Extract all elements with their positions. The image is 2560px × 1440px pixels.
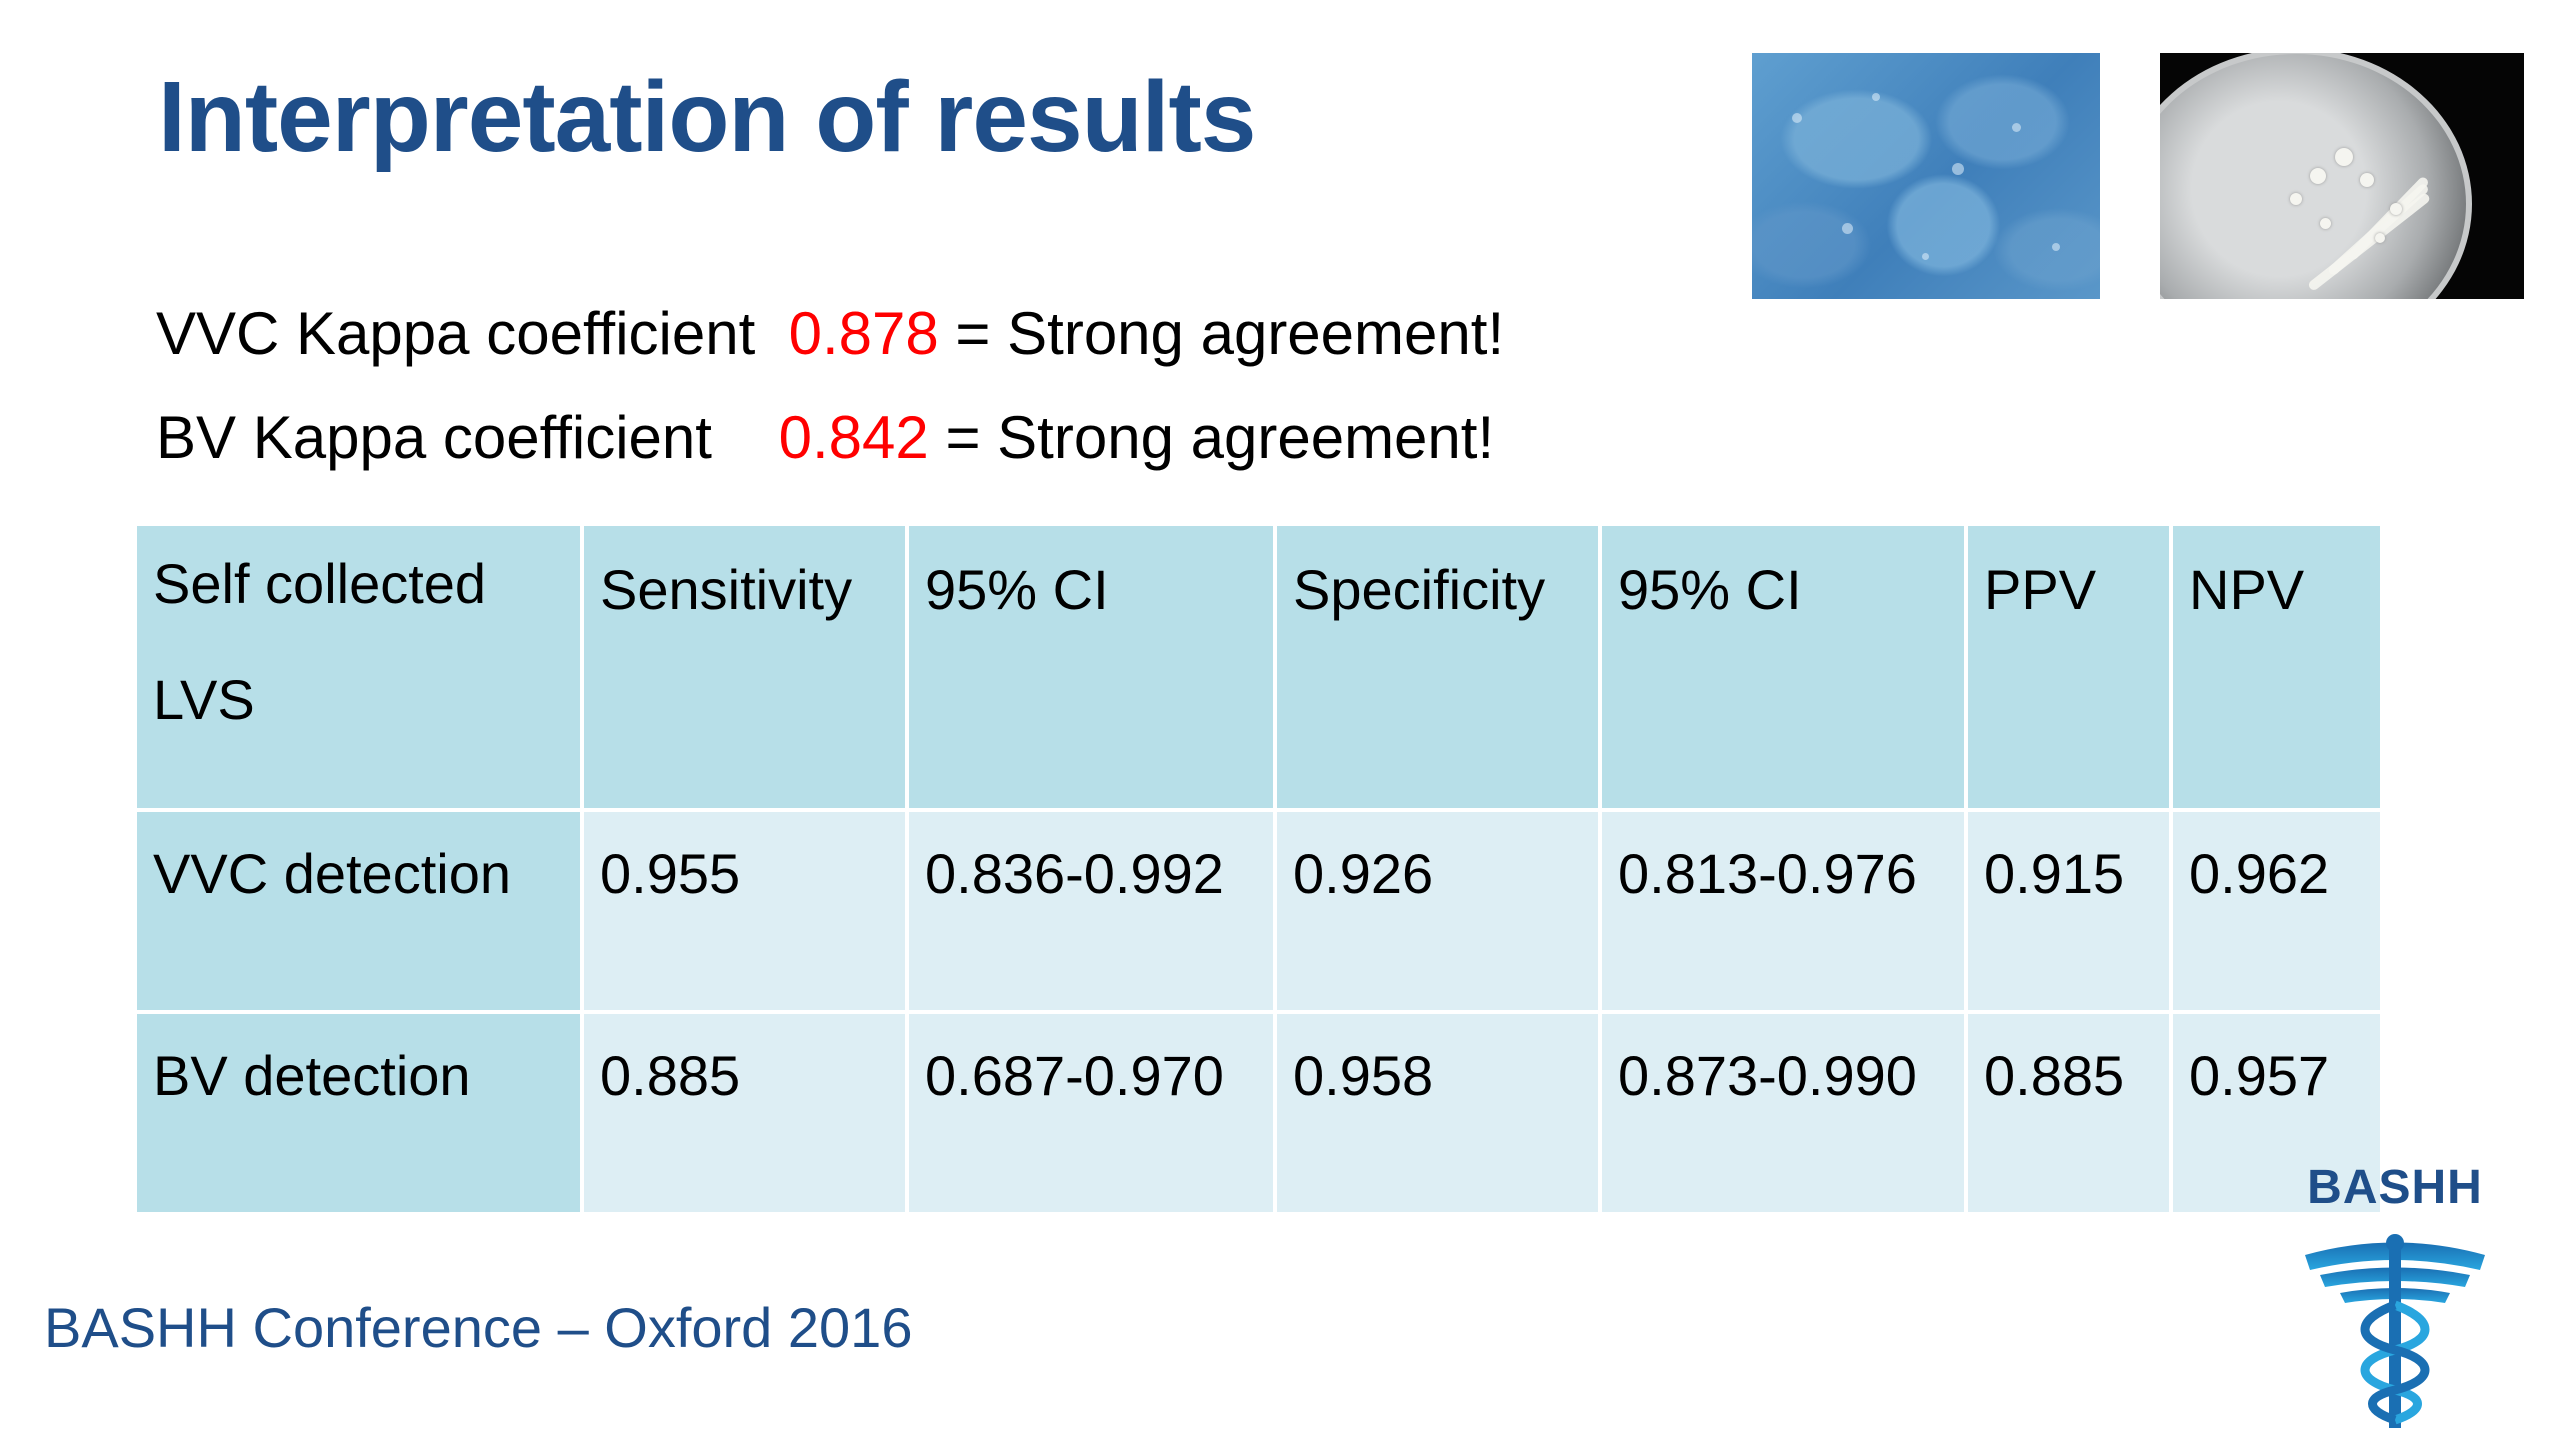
header-sensitivity: Sensitivity [580, 522, 909, 812]
vvc-kappa-value: 0.878 [788, 300, 939, 367]
footer-conference: BASHH Conference – Oxford 2016 [44, 1296, 913, 1359]
cell-specificity-ci: 0.873-0.990 [1598, 1010, 1968, 1216]
vvc-kappa-interpretation: = Strong agreement! [938, 300, 1505, 367]
header-line-2: LVS [153, 668, 255, 731]
header-ppv: PPV [1964, 522, 2173, 812]
bv-kappa-line: BV Kappa coefficient 0.842 = Strong agre… [156, 402, 1494, 474]
logo-text: BASHH [2307, 1161, 2483, 1214]
header-specificity: Specificity [1273, 522, 1602, 812]
header-npv: NPV [2169, 522, 2384, 812]
vvc-kappa-label: VVC Kappa coefficient [156, 300, 789, 367]
header-self-collected-lvs: Self collected LVS [133, 522, 584, 812]
caduceus-icon [2305, 1234, 2485, 1428]
bv-kappa-interpretation: = Strong agreement! [928, 404, 1495, 471]
results-table: Self collected LVS Sensitivity 95% CI Spe… [133, 522, 2384, 1216]
bv-kappa-value: 0.842 [778, 404, 929, 471]
bv-kappa-label: BV Kappa coefficient [156, 404, 779, 471]
header-sensitivity-ci: 95% CI [905, 522, 1277, 812]
culture-plate-photo [2160, 53, 2524, 299]
cell-sensitivity-ci: 0.836-0.992 [905, 808, 1277, 1014]
row-label: BV detection [133, 1010, 584, 1216]
cell-specificity: 0.926 [1273, 808, 1602, 1014]
cell-npv: 0.962 [2169, 808, 2384, 1014]
table-header-row: Self collected LVS Sensitivity 95% CI Spe… [133, 522, 2384, 812]
cell-specificity: 0.958 [1273, 1010, 1602, 1216]
cell-ppv: 0.885 [1964, 1010, 2173, 1216]
cell-ppv: 0.915 [1964, 808, 2173, 1014]
vvc-kappa-line: VVC Kappa coefficient 0.878 = Strong agr… [156, 298, 1504, 370]
cell-specificity-ci: 0.813-0.976 [1598, 808, 1968, 1014]
table-row: BV detection 0.885 0.687-0.970 0.958 0.8… [133, 1010, 2384, 1216]
row-label: VVC detection [133, 808, 584, 1014]
table-row: VVC detection 0.955 0.836-0.992 0.926 0.… [133, 808, 2384, 1014]
microscopy-cells-photo [1752, 53, 2100, 299]
slide-title: Interpretation of results [158, 61, 1256, 173]
cell-npv: 0.957 [2169, 1010, 2384, 1216]
cell-sensitivity-ci: 0.687-0.970 [905, 1010, 1277, 1216]
bashh-logo: BASHH [2270, 1160, 2520, 1430]
header-specificity-ci: 95% CI [1598, 522, 1968, 812]
cell-sensitivity: 0.885 [580, 1010, 909, 1216]
cell-sensitivity: 0.955 [580, 808, 909, 1014]
header-line-1: Self collected [153, 552, 487, 615]
